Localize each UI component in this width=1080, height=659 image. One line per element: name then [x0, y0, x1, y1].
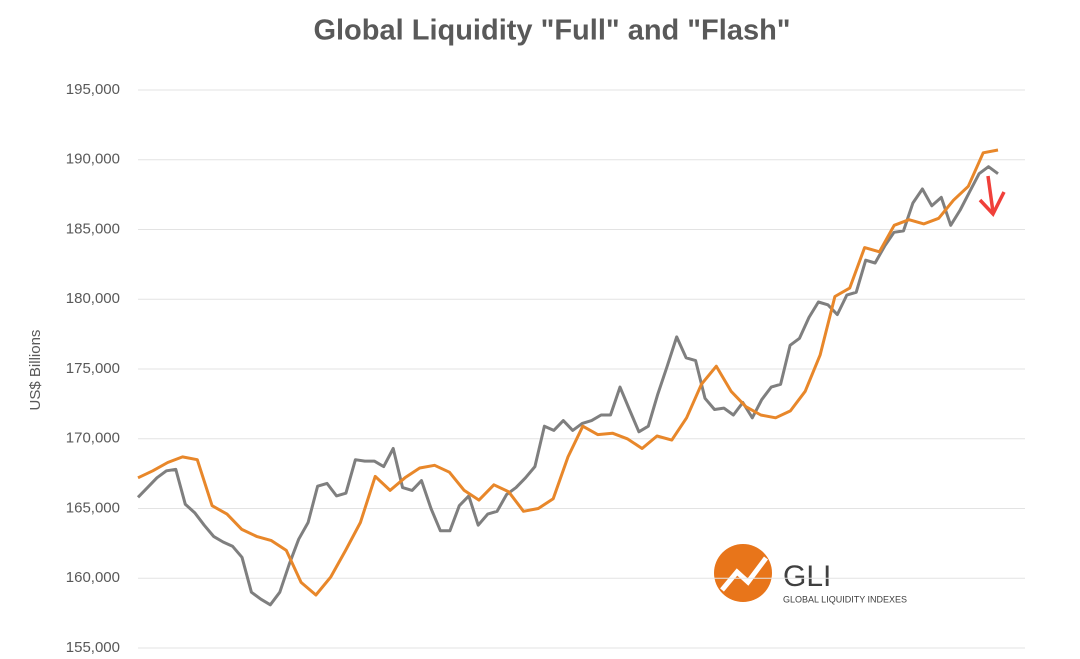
y-tick-label: 195,000 — [66, 81, 120, 98]
annotation-arrow — [978, 175, 1006, 218]
y-tick-label: 160,000 — [66, 569, 120, 586]
y-tick-label: 190,000 — [66, 151, 120, 168]
y-tick-label: 155,000 — [66, 639, 120, 656]
arrow-shaft — [986, 175, 995, 213]
chart-title: Global Liquidity "Full" and "Flash" — [313, 15, 790, 47]
series-line — [137, 148, 999, 597]
logo-icon — [714, 544, 772, 602]
series-line — [136, 165, 999, 607]
logo: GLI GLOBAL LIQUIDITY INDEXES — [714, 544, 907, 604]
y-axis-label: US$ Billions — [27, 330, 44, 411]
y-tick-label: 175,000 — [66, 360, 120, 377]
logo-text: GLI — [783, 560, 831, 593]
y-tick-label: 170,000 — [66, 430, 120, 447]
arrow-head — [978, 191, 1006, 218]
plot-area: 155,000 160,000 165,000 170,000 175,000 180,0… — [66, 81, 1025, 656]
logo-arrow — [720, 556, 768, 592]
logo-subtext: GLOBAL LIQUIDITY INDEXES — [783, 594, 907, 604]
y-tick-label: 165,000 — [66, 499, 120, 516]
y-tick-label: 185,000 — [66, 220, 120, 237]
y-tick-label: 180,000 — [66, 290, 120, 307]
